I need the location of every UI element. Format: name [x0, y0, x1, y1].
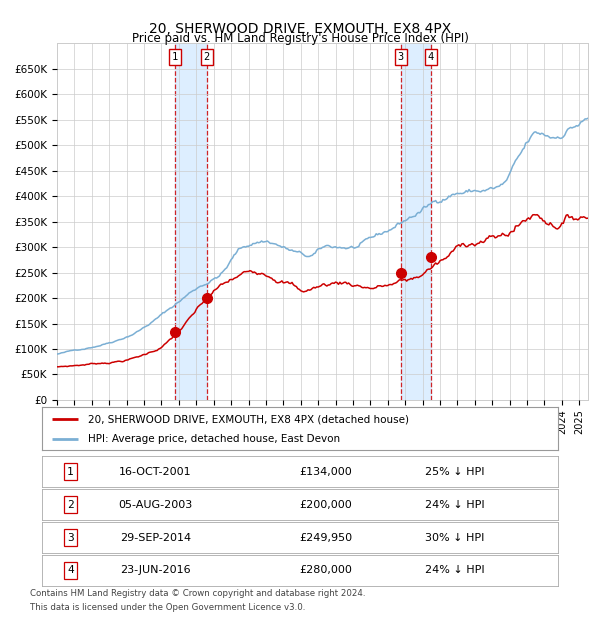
Text: HPI: Average price, detached house, East Devon: HPI: Average price, detached house, East…: [88, 434, 341, 444]
Text: 2: 2: [67, 500, 74, 510]
Text: 29-SEP-2014: 29-SEP-2014: [120, 533, 191, 542]
Bar: [401, 43, 431, 400]
Text: 3: 3: [67, 533, 74, 542]
Text: 24% ↓ HPI: 24% ↓ HPI: [425, 500, 485, 510]
Text: 25% ↓ HPI: 25% ↓ HPI: [425, 467, 485, 477]
Text: £200,000: £200,000: [299, 500, 352, 510]
Text: 4: 4: [428, 51, 434, 62]
Text: 20, SHERWOOD DRIVE, EXMOUTH, EX8 4PX: 20, SHERWOOD DRIVE, EXMOUTH, EX8 4PX: [149, 22, 451, 36]
Text: 1: 1: [172, 51, 178, 62]
Text: £280,000: £280,000: [299, 565, 352, 575]
Text: Price paid vs. HM Land Registry's House Price Index (HPI): Price paid vs. HM Land Registry's House …: [131, 32, 469, 45]
Bar: [175, 43, 206, 400]
Text: 3: 3: [398, 51, 404, 62]
Text: 24% ↓ HPI: 24% ↓ HPI: [425, 565, 485, 575]
Text: £249,950: £249,950: [299, 533, 352, 542]
Text: 23-JUN-2016: 23-JUN-2016: [120, 565, 191, 575]
Text: 30% ↓ HPI: 30% ↓ HPI: [425, 533, 484, 542]
Text: 2: 2: [203, 51, 209, 62]
Text: 16-OCT-2001: 16-OCT-2001: [119, 467, 192, 477]
Text: 1: 1: [67, 467, 74, 477]
Text: 05-AUG-2003: 05-AUG-2003: [118, 500, 193, 510]
Text: Contains HM Land Registry data © Crown copyright and database right 2024.: Contains HM Land Registry data © Crown c…: [30, 589, 365, 598]
Text: 20, SHERWOOD DRIVE, EXMOUTH, EX8 4PX (detached house): 20, SHERWOOD DRIVE, EXMOUTH, EX8 4PX (de…: [88, 414, 409, 424]
Text: This data is licensed under the Open Government Licence v3.0.: This data is licensed under the Open Gov…: [30, 603, 305, 612]
Text: £134,000: £134,000: [299, 467, 352, 477]
Text: 4: 4: [67, 565, 74, 575]
